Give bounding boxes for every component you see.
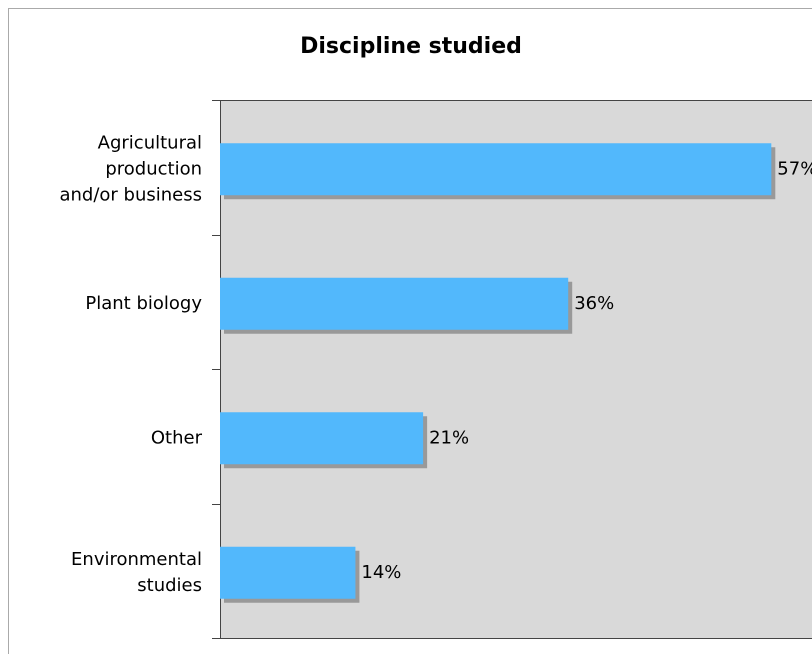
bar [220,277,569,330]
y-tick-label: Other [151,427,203,448]
data-label: 57% [777,158,812,179]
bar [220,412,424,465]
y-tick-label: Agricultural production and/or business [59,132,202,205]
data-label: 21% [429,427,469,448]
data-label: 14% [361,562,401,583]
y-tick-label: Environmental studies [71,549,202,596]
chart-title: Discipline studied [300,34,522,59]
bar [220,143,772,196]
y-tick-label: Plant biology [85,293,202,314]
bar [220,546,356,599]
data-label: 36% [574,293,614,314]
